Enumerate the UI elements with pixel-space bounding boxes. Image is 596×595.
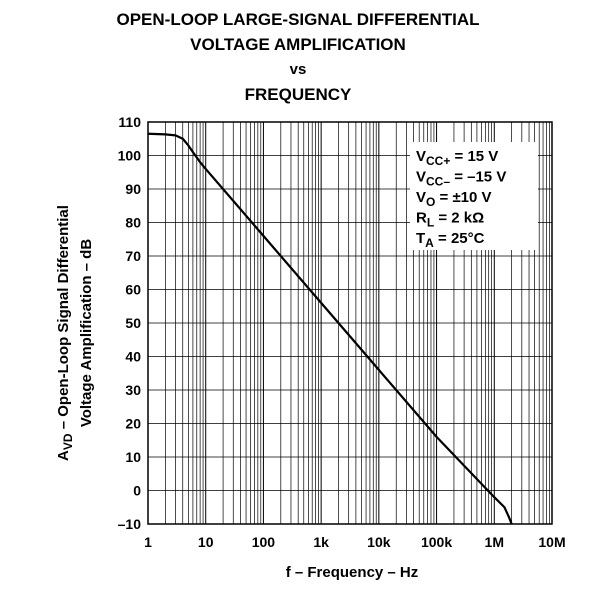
x-tick-labels: 1 10 100 1k 10k 100k 1M 10M [144, 534, 566, 550]
y-tick-label: 90 [125, 181, 141, 197]
y-axis-label-line-1: AVD – Open-Loop Signal Differential [55, 205, 75, 461]
y-tick-label: 80 [125, 215, 141, 231]
x-tick-label: 1 [144, 534, 152, 550]
x-axis-label: f – Frequency – Hz [286, 564, 419, 581]
x-tick-label: 100 [252, 534, 276, 550]
y-tick-label: 20 [125, 416, 141, 432]
y-tick-label: 10 [125, 449, 141, 465]
chart-title-line-4: FREQUENCY [244, 85, 352, 104]
x-tick-label: 1M [485, 534, 504, 550]
chart-title-line-2: VOLTAGE AMPLIFICATION [190, 35, 406, 54]
y-tick-label: –10 [118, 516, 142, 532]
grid [147, 121, 552, 525]
x-tick-label: 1k [313, 534, 329, 550]
condition-text: RL = 2 kΩ [416, 210, 484, 230]
series-layer [147, 132, 513, 525]
y-tick-label: 0 [133, 483, 141, 499]
x-tick-label: 100k [421, 534, 452, 550]
y-axis-label-line-2: Voltage Amplification – dB [78, 239, 95, 428]
y-tick-label: 30 [125, 382, 141, 398]
series-line-1 [147, 132, 513, 525]
condition-text: VCC+ = 15 V [416, 148, 498, 168]
y-tick-label: 40 [125, 349, 141, 365]
plot-frame [147, 121, 553, 525]
x-tick-label: 10M [538, 534, 565, 550]
chart-title-line-3: vs [289, 61, 307, 78]
x-tick-label: 10k [367, 534, 391, 550]
chart-title-line-1: OPEN-LOOP LARGE-SIGNAL DIFFERENTIAL [116, 10, 480, 29]
y-tick-label: 60 [125, 282, 141, 298]
x-tick-label: 10 [198, 534, 214, 550]
condition-text: VCC– = –15 V [416, 169, 506, 189]
y-tick-label: 110 [118, 114, 141, 130]
condition-text: TA = 25°C [416, 230, 485, 250]
condition-text: VO = ±10 V [416, 189, 492, 209]
y-tick-label: 50 [125, 315, 141, 331]
y-axis-label: AVD – Open-Loop Signal Differential Volta… [55, 205, 95, 461]
conditions-box [410, 142, 538, 250]
y-tick-label: 100 [118, 148, 142, 164]
y-tick-label: 70 [125, 248, 141, 264]
